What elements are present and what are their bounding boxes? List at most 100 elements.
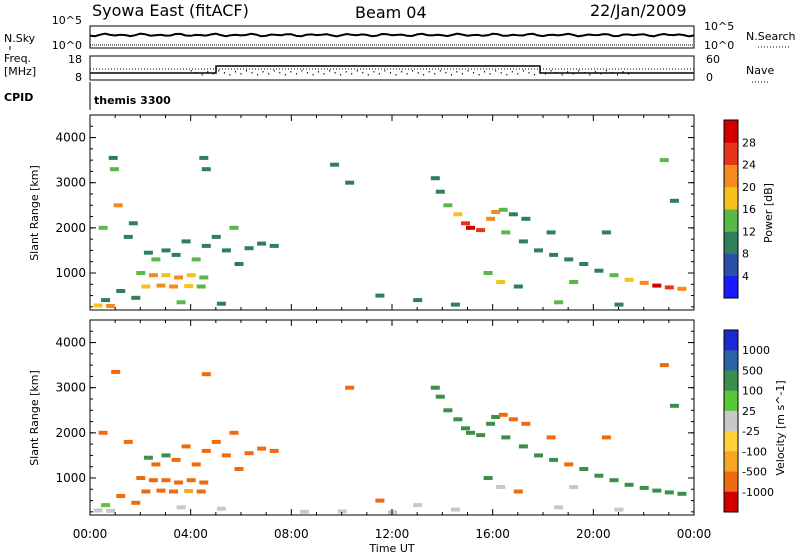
power-colorbar-tick-label: 24 xyxy=(742,159,756,172)
velocity-cell xyxy=(131,500,141,505)
nave-drop xyxy=(434,73,436,75)
freq-left-tick-bottom: 8 xyxy=(75,71,82,84)
power-cell xyxy=(483,271,493,275)
velocity-cell xyxy=(299,509,309,514)
nave-drop xyxy=(329,70,331,72)
velocity-cell xyxy=(143,455,153,460)
velocity-cell xyxy=(435,394,445,399)
nave-drop xyxy=(495,70,497,72)
power-cell xyxy=(161,273,171,278)
nave-drop xyxy=(201,74,203,76)
power-cell xyxy=(199,155,209,160)
station-title: Syowa East (fitACF) xyxy=(92,1,249,20)
power-cell xyxy=(413,298,423,303)
freq-right-tick-bottom: 0 xyxy=(706,71,713,84)
power-y-tick-label: 4000 xyxy=(55,131,86,145)
velocity-cell xyxy=(508,417,518,422)
velocity-cell xyxy=(269,448,279,453)
velocity-cell xyxy=(257,446,267,451)
nave-drop xyxy=(445,72,447,74)
velocity-colorbar-segment xyxy=(724,350,738,371)
velocity-cell xyxy=(196,489,206,494)
velocity-cell xyxy=(594,473,604,478)
power-cell xyxy=(375,293,385,298)
nave-drop xyxy=(550,70,552,72)
velocity-y-ticks: 1000 2000 3000 4000 xyxy=(55,319,694,513)
power-cell xyxy=(199,275,209,280)
nave-drop xyxy=(235,71,236,73)
nsky-label: N.Sky xyxy=(4,32,36,45)
velocity-colorbar-segment xyxy=(724,410,738,432)
power-cell xyxy=(176,300,186,305)
velocity-cell xyxy=(176,505,186,510)
power-cell xyxy=(664,285,674,290)
power-cell xyxy=(677,286,687,291)
power-cell xyxy=(652,283,662,288)
velocity-cell xyxy=(564,462,574,467)
power-colorbar-tick-label: 28 xyxy=(742,136,756,149)
cpid-value: themis 3300 xyxy=(94,94,171,107)
power-cell xyxy=(221,248,231,253)
velocity-cell xyxy=(199,480,209,485)
power-cell xyxy=(186,273,196,278)
nave-drop xyxy=(323,73,325,75)
velocity-cell xyxy=(136,476,146,480)
velocity-y-tick-label: 4000 xyxy=(55,336,86,350)
nave-drop xyxy=(207,71,209,73)
nave-drop xyxy=(351,73,353,75)
nave-drop xyxy=(594,71,596,73)
nave-drops xyxy=(190,70,630,76)
velocity-cell xyxy=(201,448,211,453)
velocity-cell xyxy=(186,478,196,483)
velocity-x-ticks xyxy=(89,320,695,515)
power-cell xyxy=(491,210,501,214)
velocity-colorbar-label: Velocity [m s^-1] xyxy=(774,380,787,475)
velocity-cell xyxy=(181,444,191,449)
nave-drop xyxy=(456,71,458,73)
power-y-axis-label: Slant Range [km] xyxy=(28,165,41,261)
velocity-cell xyxy=(156,488,166,493)
power-cell xyxy=(181,239,191,244)
nave-drop xyxy=(539,71,541,73)
velocity-cell xyxy=(151,462,161,467)
power-colorbar-segment xyxy=(724,209,738,232)
velocity-cell xyxy=(521,421,531,426)
velocity-cell xyxy=(476,433,486,438)
nave-drop xyxy=(401,71,403,73)
power-cell xyxy=(476,228,486,233)
power-cell xyxy=(123,234,133,239)
velocity-cells xyxy=(93,363,687,515)
velocity-colorbar-tick-label: -100 xyxy=(742,445,767,458)
velocity-cell xyxy=(169,489,178,494)
velocity-cell xyxy=(201,372,211,377)
nave-drop xyxy=(600,73,602,75)
nave-drop xyxy=(522,70,524,72)
power-y-tick-label: 1000 xyxy=(55,266,86,280)
velocity-cell xyxy=(430,385,440,390)
nave-drop xyxy=(212,73,214,75)
velocity-cell xyxy=(244,451,254,456)
power-cell xyxy=(601,230,611,235)
velocity-cell xyxy=(652,488,662,493)
velocity-cell xyxy=(216,506,226,511)
velocity-cell xyxy=(375,498,385,503)
power-cell xyxy=(196,284,206,289)
power-cell xyxy=(546,230,556,235)
velocity-colorbar-segment xyxy=(724,370,738,392)
time-tick-label: 20:00 xyxy=(576,527,611,541)
velocity-cell xyxy=(513,489,523,494)
velocity-y-axis-label: Slant Range [km] xyxy=(28,370,41,466)
noise-left-tick-bottom: 10^0 xyxy=(52,39,82,52)
power-cell xyxy=(244,246,254,251)
noise-right-tick-top: 10^5 xyxy=(704,20,734,33)
nave-drop xyxy=(362,72,364,74)
velocity-cell xyxy=(669,403,679,408)
noise-panel-frame xyxy=(89,25,695,49)
power-colorbar-segment xyxy=(724,164,738,188)
time-axis-label: Time UT xyxy=(368,542,414,554)
velocity-cell xyxy=(141,489,151,494)
velocity-cell xyxy=(161,478,171,483)
velocity-cell xyxy=(659,363,669,368)
power-cell xyxy=(549,252,559,257)
power-x-ticks xyxy=(89,115,695,310)
